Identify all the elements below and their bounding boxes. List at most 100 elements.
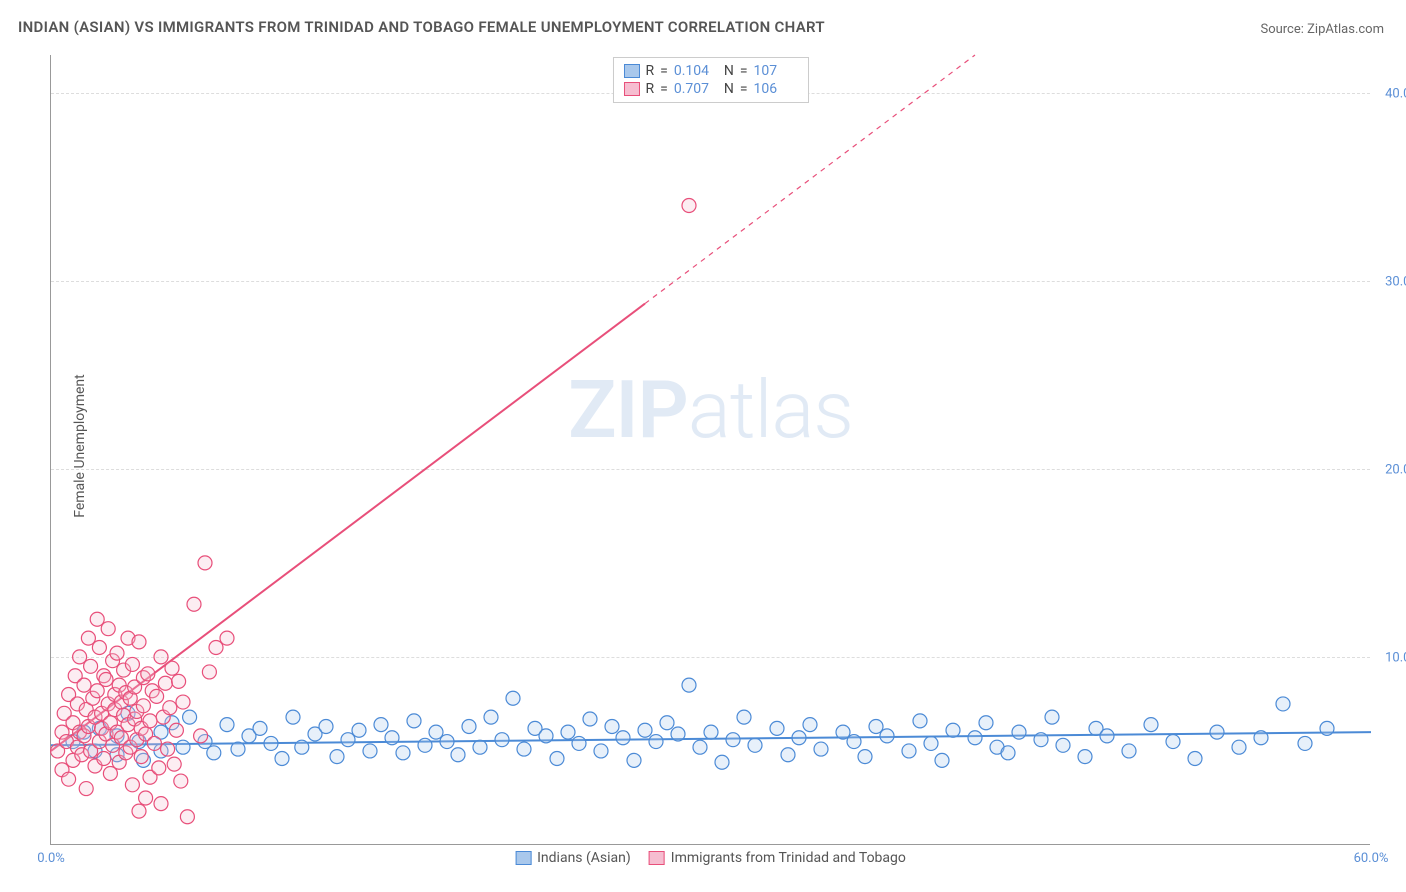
stat-n-label: N xyxy=(724,81,734,97)
data-point xyxy=(125,657,139,671)
source-attribution: Source: ZipAtlas.com xyxy=(1260,22,1384,37)
series-legend: Indians (Asian)Immigrants from Trinidad … xyxy=(515,850,906,866)
data-point xyxy=(1034,733,1048,747)
stat-eq: = xyxy=(660,63,668,79)
data-point xyxy=(92,641,106,655)
data-point xyxy=(814,742,828,756)
data-point xyxy=(187,597,201,611)
legend-swatch xyxy=(623,64,639,78)
data-point xyxy=(165,661,179,675)
data-point xyxy=(150,689,164,703)
data-point xyxy=(220,718,234,732)
data-point xyxy=(946,723,960,737)
data-point xyxy=(902,744,916,758)
data-point xyxy=(174,774,188,788)
data-point xyxy=(286,710,300,724)
plot-area: ZIPatlas 10.0%20.0%30.0%40.0% 0.0%60.0% … xyxy=(50,55,1370,845)
data-point xyxy=(1210,725,1224,739)
data-point xyxy=(99,672,113,686)
legend-swatch xyxy=(623,82,639,96)
data-point xyxy=(484,710,498,724)
data-point xyxy=(132,635,146,649)
data-point xyxy=(253,721,267,735)
data-point xyxy=(682,678,696,692)
data-point xyxy=(715,755,729,769)
data-point xyxy=(143,714,157,728)
data-point xyxy=(202,665,216,679)
data-point xyxy=(979,716,993,730)
data-point xyxy=(1232,740,1246,754)
data-point xyxy=(473,740,487,754)
data-point xyxy=(183,710,197,724)
data-point xyxy=(363,744,377,758)
data-point xyxy=(605,720,619,734)
data-point xyxy=(517,742,531,756)
data-point xyxy=(352,723,366,737)
data-point xyxy=(561,725,575,739)
data-point xyxy=(858,750,872,764)
data-point xyxy=(374,718,388,732)
data-point xyxy=(638,723,652,737)
data-point xyxy=(385,731,399,745)
data-point xyxy=(462,720,476,734)
data-point xyxy=(451,748,465,762)
stat-n-label: N xyxy=(724,63,734,79)
data-point xyxy=(737,710,751,724)
data-point xyxy=(141,667,155,681)
stats-row: R=0.104N=107 xyxy=(623,62,797,80)
data-point xyxy=(594,744,608,758)
stat-r-label: R xyxy=(645,81,654,97)
data-point xyxy=(194,729,208,743)
data-point xyxy=(207,746,221,760)
x-tick-label: 60.0% xyxy=(1354,851,1389,866)
data-point xyxy=(704,725,718,739)
legend-item: Indians (Asian) xyxy=(515,850,631,866)
data-point xyxy=(660,716,674,730)
data-point xyxy=(1320,721,1334,735)
data-point xyxy=(275,751,289,765)
data-point xyxy=(158,676,172,690)
data-point xyxy=(572,736,586,750)
data-point xyxy=(682,198,696,212)
data-point xyxy=(792,731,806,745)
data-point xyxy=(1012,725,1026,739)
data-point xyxy=(1298,736,1312,750)
data-point xyxy=(506,691,520,705)
data-point xyxy=(847,735,861,749)
data-point xyxy=(132,804,146,818)
data-point xyxy=(649,735,663,749)
stat-eq: = xyxy=(660,81,668,97)
chart-svg xyxy=(51,55,1370,844)
data-point xyxy=(172,674,186,688)
data-point xyxy=(627,753,641,767)
data-point xyxy=(101,622,115,636)
data-point xyxy=(671,727,685,741)
data-point xyxy=(136,699,150,713)
data-point xyxy=(693,740,707,754)
data-point xyxy=(1056,738,1070,752)
legend-swatch xyxy=(649,851,665,865)
data-point xyxy=(726,733,740,747)
data-point xyxy=(295,740,309,754)
data-point xyxy=(198,556,212,570)
data-point xyxy=(781,748,795,762)
legend-label: Indians (Asian) xyxy=(537,850,631,866)
data-point xyxy=(935,753,949,767)
y-tick-label: 20.0% xyxy=(1385,462,1406,477)
data-point xyxy=(77,678,91,692)
data-point xyxy=(440,735,454,749)
data-point xyxy=(1001,746,1015,760)
data-point xyxy=(418,738,432,752)
stats-row: R=0.707N=106 xyxy=(623,80,797,98)
data-point xyxy=(924,736,938,750)
data-point xyxy=(152,761,166,775)
data-point xyxy=(220,631,234,645)
data-point xyxy=(1122,744,1136,758)
data-point xyxy=(154,797,168,811)
stat-n-value: 106 xyxy=(754,81,798,97)
data-point xyxy=(407,714,421,728)
data-point xyxy=(319,720,333,734)
data-point xyxy=(770,721,784,735)
data-point xyxy=(264,736,278,750)
data-point xyxy=(79,782,93,796)
